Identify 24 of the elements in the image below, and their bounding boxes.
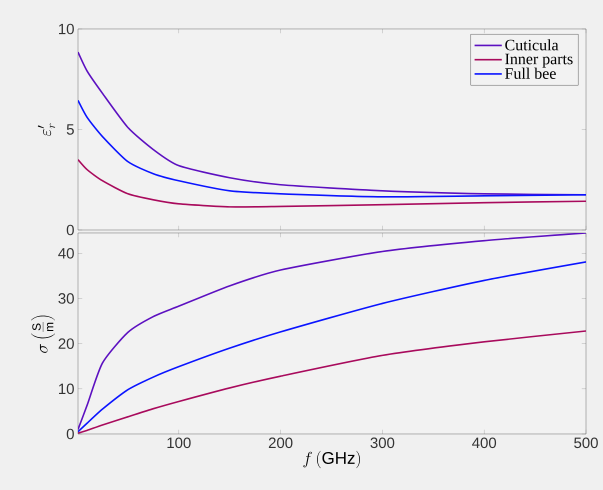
x-tick-label: 200	[268, 438, 292, 448]
x-tick-label: 500	[574, 438, 598, 448]
x-tick-label: 100	[167, 438, 191, 448]
line-series	[78, 100, 586, 198]
y-tick-label: 0	[66, 428, 74, 440]
line-series	[78, 158, 586, 208]
line-series	[78, 330, 586, 434]
y-axis-title: $\sigma\left(\frac{\mathrm{S}}{\mathrm{m}}\right)$	[31, 316, 56, 353]
x-tick-label: 400	[472, 438, 496, 448]
x-axis-title: $f\,(\mathrm{GHz})$	[303, 450, 360, 468]
legend-label: Full bee	[505, 68, 556, 79]
legend-label: Inner parts	[505, 54, 573, 68]
y-tick-label: 20	[58, 338, 74, 349]
y-tick-label: 10	[59, 24, 74, 34]
y-axis-title: $\varepsilon'_r$	[38, 123, 56, 136]
y-tick-label: 10	[59, 384, 74, 394]
y-tick-label: 0	[66, 224, 74, 236]
y-tick-label: 5	[66, 124, 74, 135]
legend-label: Cuticula	[505, 39, 558, 50]
line-series	[78, 232, 586, 430]
x-tick-label: 300	[370, 438, 394, 448]
line-series	[78, 261, 586, 433]
y-tick-label: 30	[58, 293, 74, 304]
y-tick-label: 40	[58, 248, 74, 259]
